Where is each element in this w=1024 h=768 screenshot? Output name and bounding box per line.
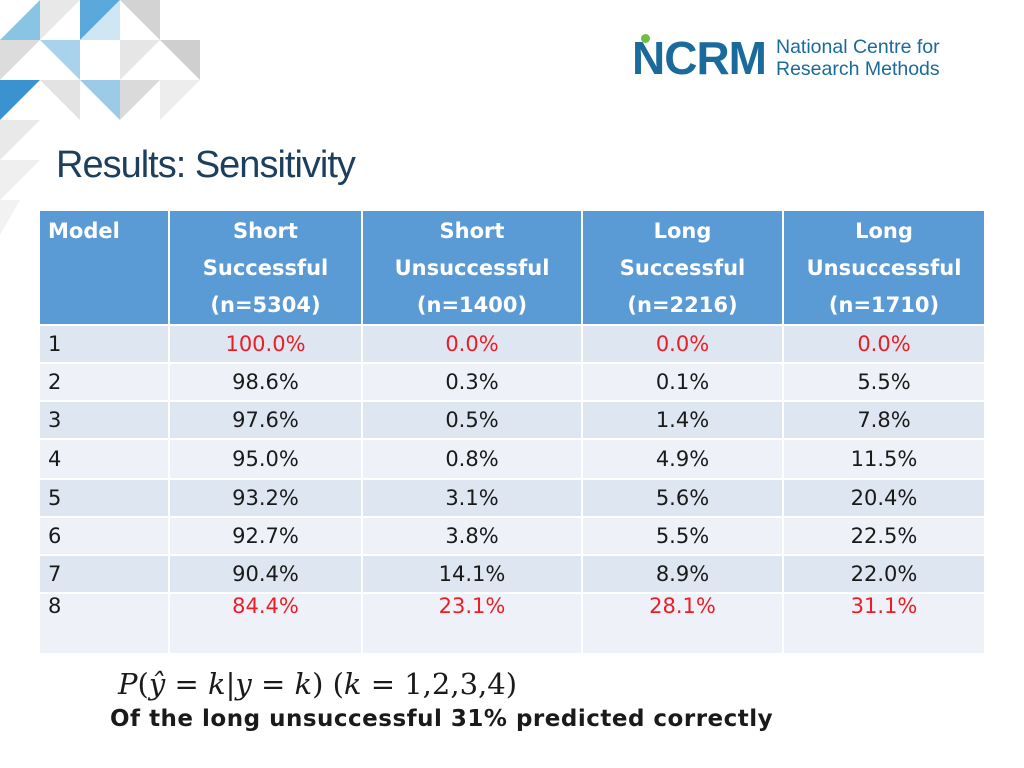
ncrm-logo-text: National Centre for Research Methods — [776, 36, 940, 80]
header-line: Model — [48, 219, 120, 243]
corner-decoration — [0, 0, 200, 235]
table-row: 3 97.6% 0.5% 1.4% 7.8% — [40, 400, 984, 439]
model-cell: 2 — [40, 362, 170, 401]
value-cell-short-successful: 97.6% — [169, 400, 363, 439]
header-line: Successful — [619, 256, 746, 280]
model-cell: 1 — [40, 324, 170, 363]
value-cell-short-unsuccessful: 0.8% — [362, 438, 583, 479]
value-cell-long-unsuccessful: 0.0% — [783, 324, 984, 363]
value-cell-long-successful: 28.1% — [582, 592, 784, 653]
conclusion-note: Of the long unsuccessful 31% predicted c… — [110, 706, 774, 732]
model-cell: 3 — [40, 400, 170, 439]
value-cell-long-unsuccessful: 5.5% — [783, 362, 984, 401]
value-cell-long-successful: 8.9% — [582, 554, 784, 593]
header-line: Long — [653, 219, 712, 243]
table-row: 7 90.4% 14.1% 8.9% 22.0% — [40, 554, 984, 593]
model-cell: 4 — [40, 438, 170, 479]
value-cell-short-successful: 84.4% — [169, 592, 363, 653]
table-row: 5 93.2% 3.1% 5.6% 20.4% — [40, 478, 984, 517]
header-long-unsuccessful: Long Unsuccessful (n=1710) — [783, 211, 984, 325]
model-cell: 5 — [40, 478, 170, 517]
table-row: 2 98.6% 0.3% 0.1% 5.5% — [40, 362, 984, 401]
header-line: Short — [233, 219, 298, 243]
ncrm-logo: NCRM National Centre for Research Method… — [632, 30, 940, 86]
table-header-row: Model Short Successful (n=5304) Short Unsucce… — [40, 211, 984, 325]
header-line: Unsuccessful — [806, 256, 962, 280]
value-cell-short-successful: 100.0% — [169, 324, 363, 363]
value-cell-short-unsuccessful: 3.8% — [362, 516, 583, 555]
table-row: 4 95.0% 0.8% 4.9% 11.5% — [40, 438, 984, 479]
model-cell: 7 — [40, 554, 170, 593]
value-cell-short-unsuccessful: 3.1% — [362, 478, 583, 517]
header-line: (n=1710) — [828, 293, 940, 317]
value-cell-long-successful: 4.9% — [582, 438, 784, 479]
value-cell-short-unsuccessful: 0.3% — [362, 362, 583, 401]
logo-line-2: Research Methods — [775, 58, 940, 80]
value-cell-short-unsuccessful: 23.1% — [362, 592, 583, 653]
logo-dot-icon — [641, 34, 650, 43]
value-cell-long-successful: 0.1% — [582, 362, 784, 401]
header-line: (n=1400) — [416, 293, 528, 317]
logo-line-1: National Centre for — [775, 36, 940, 58]
header-model: Model — [40, 211, 170, 325]
value-cell-short-successful: 95.0% — [169, 438, 363, 479]
header-line: Long — [855, 219, 913, 243]
table-row: 8 84.4% 23.1% 28.1% 31.1% — [40, 592, 984, 653]
value-cell-long-unsuccessful: 11.5% — [783, 438, 984, 479]
value-cell-short-successful: 90.4% — [169, 554, 363, 593]
slide-title: Results: Sensitivity — [56, 144, 356, 186]
table-row: 1 100.0% 0.0% 0.0% 0.0% — [40, 324, 984, 363]
value-cell-long-unsuccessful: 31.1% — [783, 592, 984, 653]
header-long-successful: Long Successful (n=2216) — [582, 211, 784, 325]
value-cell-long-unsuccessful: 20.4% — [783, 478, 984, 517]
value-cell-short-successful: 98.6% — [169, 362, 363, 401]
value-cell-short-successful: 93.2% — [169, 478, 363, 517]
value-cell-long-successful: 1.4% — [582, 400, 784, 439]
value-cell-long-unsuccessful: 7.8% — [783, 400, 984, 439]
value-cell-short-unsuccessful: 14.1% — [362, 554, 583, 593]
table-row: 6 92.7% 3.8% 5.5% 22.5% — [40, 516, 984, 555]
value-cell-short-successful: 92.7% — [169, 516, 363, 555]
value-cell-long-successful: 5.5% — [582, 516, 784, 555]
value-cell-long-unsuccessful: 22.0% — [783, 554, 984, 593]
header-line: (n=2216) — [627, 293, 738, 317]
header-line: (n=5304) — [210, 293, 321, 317]
header-line: Successful — [202, 256, 329, 280]
formula: P(ŷ = k|y = k) (k = 1,2,3,4) — [118, 667, 518, 701]
model-cell: 8 — [40, 592, 170, 653]
results-table: Model Short Successful (n=5304) Short Unsucce… — [40, 211, 984, 653]
header-line: Unsuccessful — [394, 256, 550, 280]
header-line: Short — [439, 219, 505, 243]
value-cell-short-unsuccessful: 0.0% — [362, 324, 583, 363]
value-cell-short-unsuccessful: 0.5% — [362, 400, 583, 439]
value-cell-long-unsuccessful: 22.5% — [783, 516, 984, 555]
value-cell-long-successful: 5.6% — [582, 478, 784, 517]
model-cell: 6 — [40, 516, 170, 555]
value-cell-long-successful: 0.0% — [582, 324, 784, 363]
header-short-successful: Short Successful (n=5304) — [169, 211, 363, 325]
ncrm-logo-mark: NCRM — [632, 32, 767, 84]
header-short-unsuccessful: Short Unsuccessful (n=1400) — [362, 211, 583, 325]
